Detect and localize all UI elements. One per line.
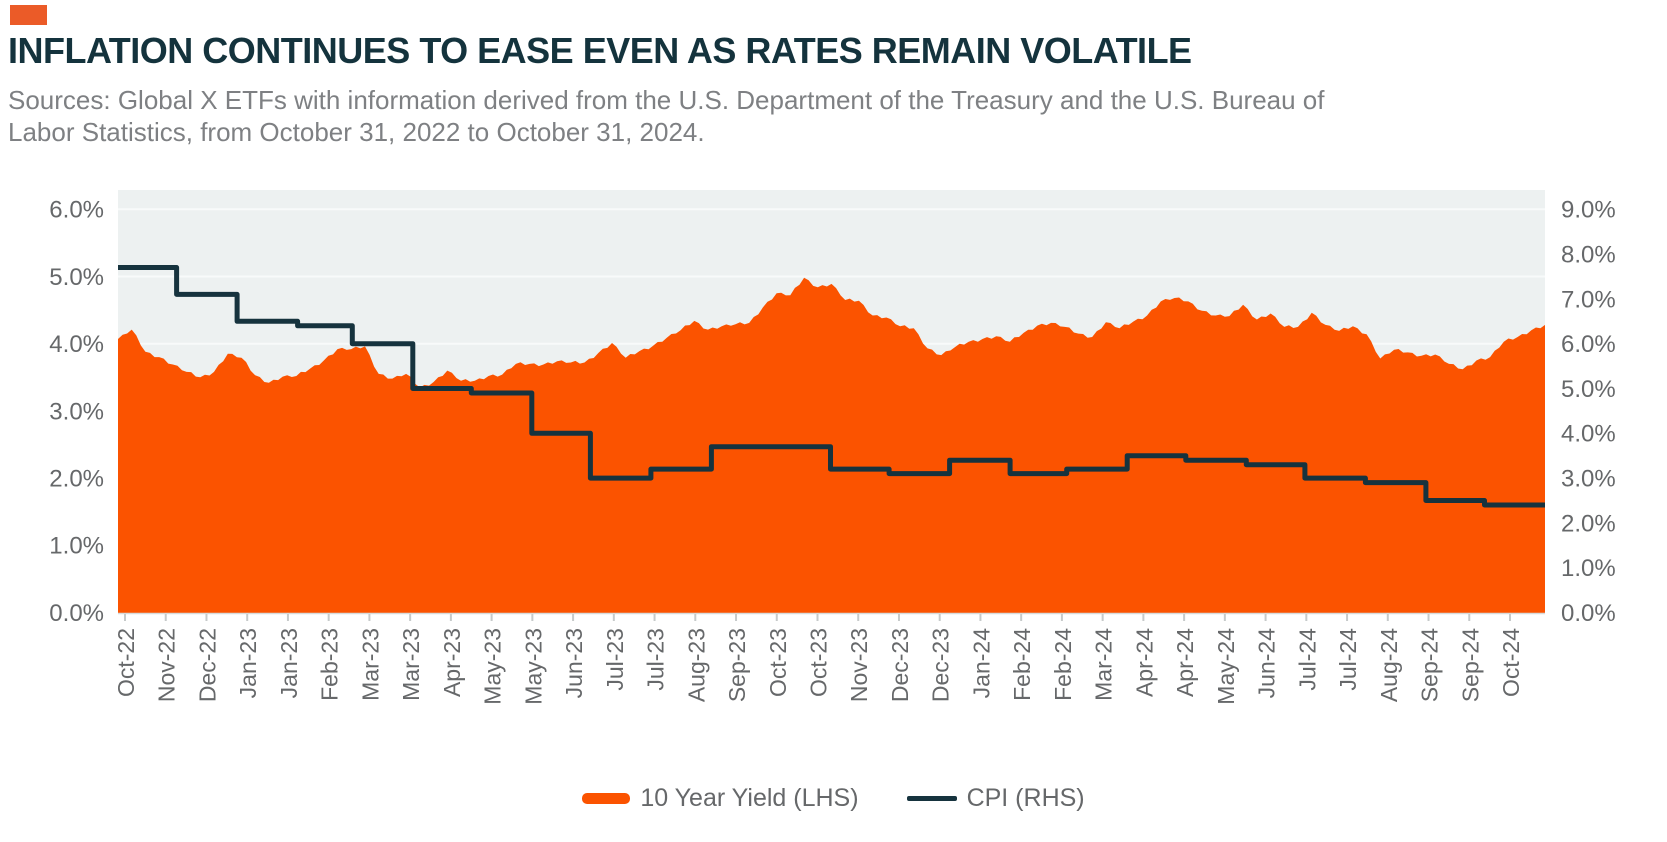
left-axis-tick-label: 3.0% <box>49 398 104 425</box>
legend-item-10-year-yield: 10 Year Yield (LHS) <box>582 784 859 813</box>
source-note: Sources: Global X ETFs with information … <box>8 84 1608 148</box>
x-axis-tick-label: Mar-24 <box>1091 628 1117 701</box>
x-axis-tick-label: Apr-23 <box>439 628 465 697</box>
x-axis-tick-label: Aug-23 <box>683 628 709 702</box>
x-axis-tick-label: Apr-24 <box>1172 628 1198 697</box>
right-axis-tick-label: 4.0% <box>1561 421 1616 448</box>
right-axis-tick-label: 6.0% <box>1561 331 1616 358</box>
right-axis-tick-label: 1.0% <box>1561 555 1616 582</box>
source-note-line-2: Labor Statistics, from October 31, 2022 … <box>8 117 705 147</box>
x-axis-tick-label: Jul-23 <box>602 628 628 691</box>
left-axis-tick-label: 4.0% <box>49 331 104 358</box>
legend-swatch-10-year-yield <box>582 793 631 804</box>
x-axis-tick-label: Mar-23 <box>357 628 383 701</box>
legend-label-10-year-yield: 10 Year Yield (LHS) <box>640 784 859 812</box>
x-axis-tick-label: Jan-23 <box>235 628 261 698</box>
x-axis-tick-label: Dec-22 <box>194 628 220 702</box>
x-axis-tick-label: Aug-24 <box>1376 628 1402 702</box>
legend-label-cpi: CPI (RHS) <box>966 784 1085 812</box>
x-axis-tick-label: May-23 <box>520 628 546 705</box>
left-axis-tick-label: 6.0% <box>49 197 104 224</box>
right-axis-tick-label: 8.0% <box>1561 242 1616 269</box>
page-title: INFLATION CONTINUES TO EASE EVEN AS RATE… <box>8 30 1192 71</box>
brand-accent-square <box>10 5 47 25</box>
left-axis-tick-label: 2.0% <box>49 466 104 493</box>
x-axis-tick-label: Dec-23 <box>887 628 913 702</box>
x-axis-tick-label: Feb-23 <box>317 628 343 701</box>
right-axis-tick-label: 3.0% <box>1561 466 1616 493</box>
x-axis-tick-label: May-23 <box>480 628 506 705</box>
right-axis-tick-label: 2.0% <box>1561 510 1616 537</box>
x-axis-tick-label: Oct-23 <box>765 628 791 697</box>
x-axis-tick-label: Jan-24 <box>968 628 994 699</box>
x-axis-tick-label: Nov-22 <box>154 628 180 702</box>
x-axis-tick-label: Feb-24 <box>1009 628 1035 701</box>
right-axis-tick-label: 5.0% <box>1561 376 1616 403</box>
x-axis-tick-label: Jul-24 <box>1294 628 1320 691</box>
x-axis-tick-label: Jul-23 <box>643 628 669 691</box>
chart-legend: 10 Year Yield (LHS) CPI (RHS) <box>0 784 1667 813</box>
right-axis-tick-label: 9.0% <box>1561 197 1616 224</box>
x-axis-tick-label: Feb-24 <box>1050 628 1076 701</box>
legend-item-cpi: CPI (RHS) <box>906 784 1085 813</box>
x-axis-tick-label: Dec-23 <box>928 628 954 702</box>
x-axis-tick-label: Jun-24 <box>1254 628 1280 699</box>
x-axis-tick-label: Sep-23 <box>724 628 750 702</box>
left-axis-tick-label: 5.0% <box>49 264 104 291</box>
x-axis-tick-label: Oct-22 <box>113 628 139 697</box>
x-axis-tick-label: May-24 <box>1213 628 1239 705</box>
x-axis-tick-label: Jul-24 <box>1335 628 1361 691</box>
x-axis-tick-label: Jan-23 <box>276 628 302 698</box>
right-axis-tick-label: 7.0% <box>1561 286 1616 313</box>
left-axis-tick-label: 0.0% <box>49 600 104 627</box>
legend-swatch-cpi <box>906 796 957 801</box>
left-axis-tick-label: 1.0% <box>49 533 104 560</box>
x-axis-tick-label: Nov-23 <box>846 628 872 702</box>
x-axis-tick-label: Oct-24 <box>1498 628 1524 697</box>
x-axis-tick-label: Mar-23 <box>398 628 424 701</box>
right-axis-tick-label: 0.0% <box>1561 600 1616 627</box>
x-axis-tick-label: Sep-24 <box>1417 628 1443 702</box>
source-note-line-1: Sources: Global X ETFs with information … <box>8 85 1325 115</box>
x-axis-tick-label: Apr-24 <box>1131 628 1157 697</box>
x-axis-tick-label: Sep-24 <box>1457 628 1483 702</box>
cpi-step-line-series <box>118 265 1545 508</box>
x-axis-tick-label: Oct-23 <box>806 628 832 697</box>
x-axis-tick-label: Jun-23 <box>561 628 587 698</box>
